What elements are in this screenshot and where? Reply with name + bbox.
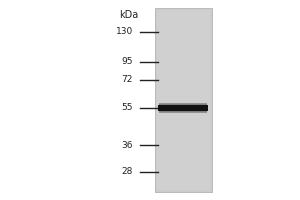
Bar bbox=[159, 104, 207, 106]
Text: 95: 95 bbox=[122, 58, 133, 66]
Bar bbox=[158, 105, 208, 111]
Text: 130: 130 bbox=[116, 27, 133, 36]
Bar bbox=[159, 111, 207, 113]
Text: 72: 72 bbox=[122, 75, 133, 84]
Text: 36: 36 bbox=[122, 140, 133, 150]
Bar bbox=[159, 110, 207, 112]
Text: kDa: kDa bbox=[119, 10, 138, 20]
Text: 28: 28 bbox=[122, 168, 133, 176]
Bar bbox=[155, 8, 212, 192]
Text: 55: 55 bbox=[122, 104, 133, 112]
Bar bbox=[157, 10, 210, 190]
Bar bbox=[159, 103, 207, 105]
